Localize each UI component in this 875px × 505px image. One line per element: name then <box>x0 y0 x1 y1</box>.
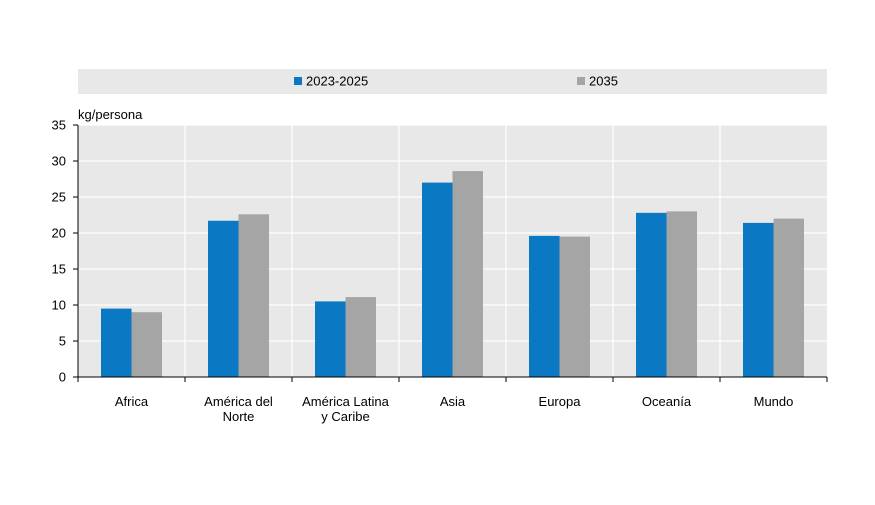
y-tick-label: 0 <box>59 370 66 385</box>
bar-2023-2025-4 <box>529 235 560 377</box>
legend-swatch-2023-2025 <box>294 77 302 85</box>
bar-2023-2025-1 <box>208 220 239 377</box>
x-category-label: Oceanía <box>642 394 692 409</box>
y-tick-label: 25 <box>52 190 66 205</box>
y-tick-label: 5 <box>59 334 66 349</box>
legend-box <box>78 69 827 94</box>
bar-2035-0 <box>131 312 162 377</box>
x-category-label: Mundo <box>754 394 794 409</box>
y-tick-label: 30 <box>52 154 66 169</box>
legend-label-2023-2025: 2023-2025 <box>306 74 368 89</box>
bar-2023-2025-2 <box>315 301 346 377</box>
bar-2023-2025-6 <box>743 222 774 377</box>
y-tick-label: 15 <box>52 262 66 277</box>
bar-2035-4 <box>559 236 590 377</box>
bar-2035-3 <box>452 171 483 377</box>
bar-2023-2025-3 <box>422 182 453 377</box>
bar-2035-6 <box>773 218 804 377</box>
legend-label-2035: 2035 <box>589 74 618 89</box>
legend-swatch-2035 <box>577 77 585 85</box>
bar-2035-2 <box>345 297 376 377</box>
x-category-label: Asia <box>440 394 466 409</box>
x-category-label: Europa <box>539 394 582 409</box>
y-axis-label: kg/persona <box>78 107 143 122</box>
x-category-label: América del Norte <box>204 394 273 424</box>
bar-2023-2025-5 <box>636 212 667 377</box>
y-tick-label: 10 <box>52 298 66 313</box>
x-category-label: América Latina y Caribe <box>302 394 389 424</box>
bar-2035-1 <box>238 214 269 377</box>
y-tick-label: 35 <box>52 118 66 133</box>
x-category-label: Africa <box>115 394 149 409</box>
bar-2035-5 <box>666 211 697 377</box>
bar-2023-2025-0 <box>101 308 132 377</box>
y-tick-label: 20 <box>52 226 66 241</box>
